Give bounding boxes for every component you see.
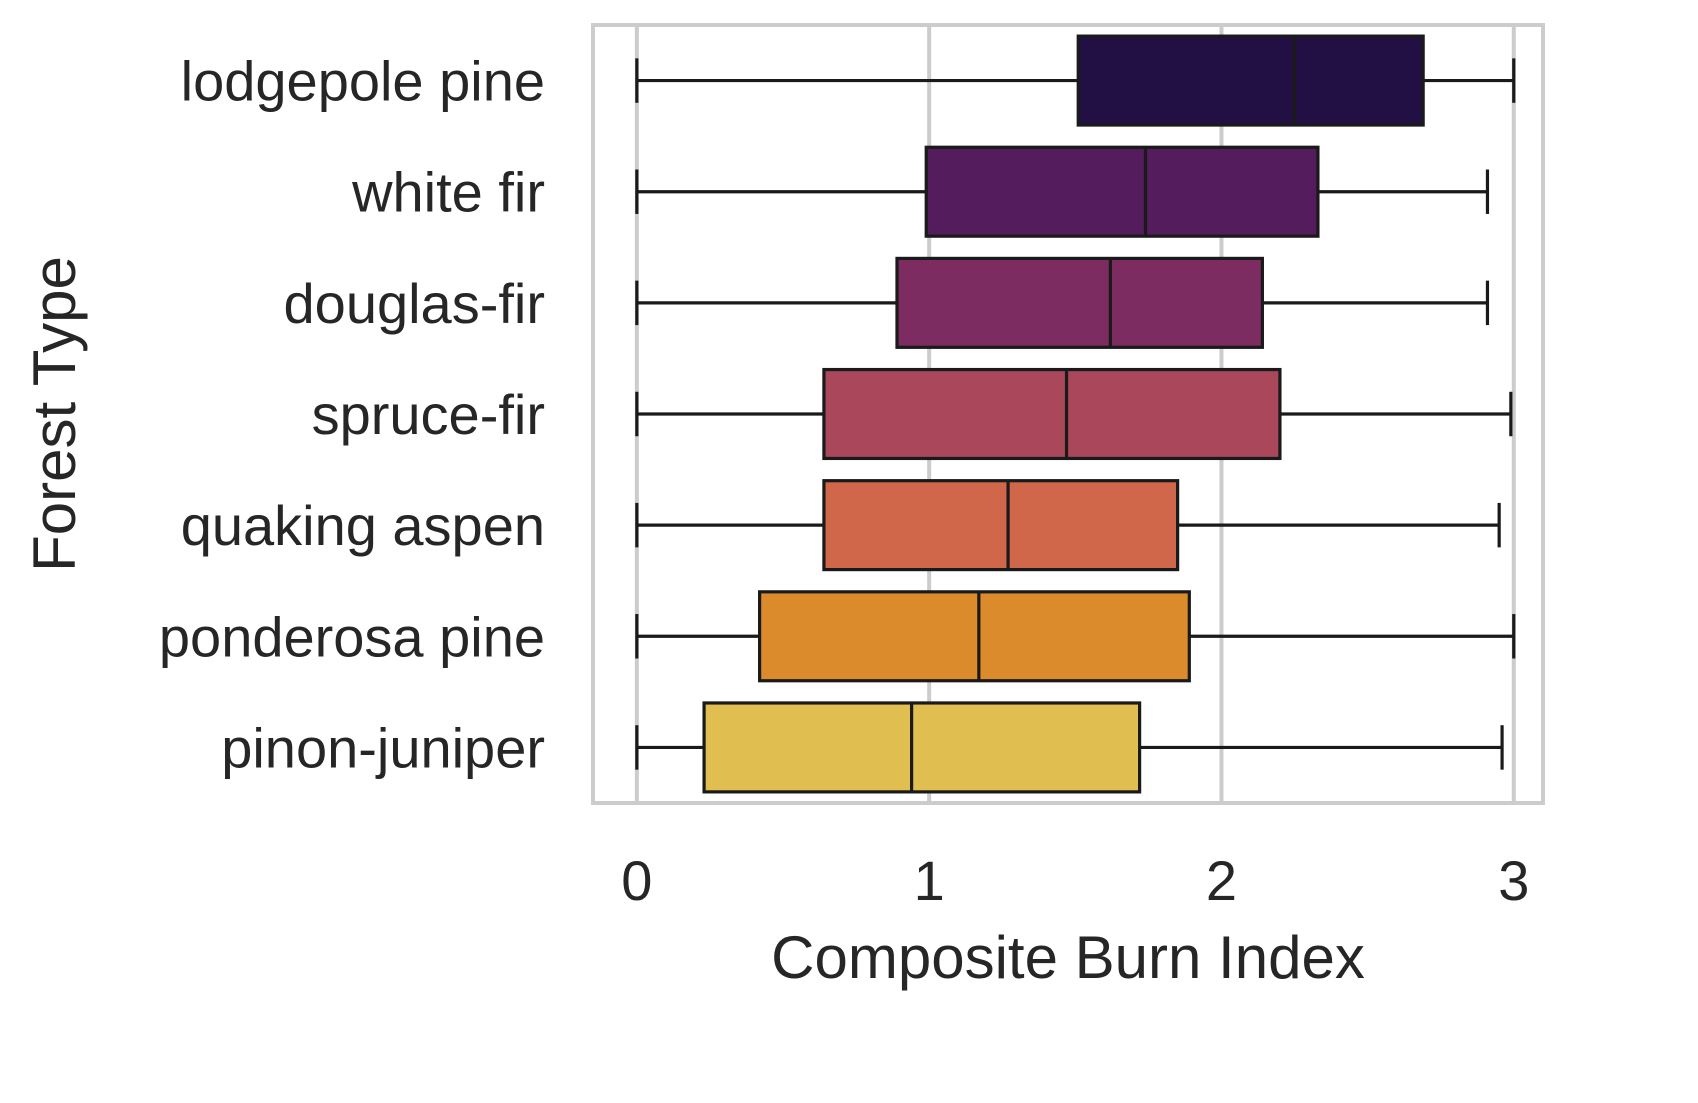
y-tick-label: white fir [351,161,545,224]
x-tick-labels: 0 1 2 3 [621,849,1529,912]
y-tick-label: spruce-fir [312,383,545,446]
box-group [635,701,1504,794]
y-tick-label: douglas-fir [284,272,545,335]
box-group [635,256,1490,349]
x-tick-label: 1 [914,849,945,912]
box-group [635,367,1513,461]
box-group [635,34,1516,127]
box-group [635,145,1490,238]
x-axis-label: Composite Burn Index [771,924,1365,991]
box-group [635,590,1516,683]
iqr-box [924,145,1320,238]
x-tick-label: 2 [1206,849,1237,912]
iqr-box [758,590,1191,683]
y-tick-label: lodgepole pine [181,50,545,113]
y-tick-label: quaking aspen [181,494,545,557]
y-tick-label: pinon-juniper [221,716,545,779]
iqr-box [822,479,1180,572]
y-axis-label: Forest Type [21,256,88,572]
iqr-box [1076,34,1425,127]
iqr-box [822,367,1282,461]
plot-frame [591,23,1545,805]
y-tick-label: ponderosa pine [159,605,545,668]
x-tick-label: 0 [621,849,652,912]
box-group [635,479,1501,572]
x-tick-label: 3 [1498,849,1529,912]
box-series [635,34,1516,794]
iqr-box [702,701,1142,794]
iqr-box [895,256,1264,349]
y-tick-labels: lodgepole pine white fir douglas-fir spruce… [159,50,545,780]
